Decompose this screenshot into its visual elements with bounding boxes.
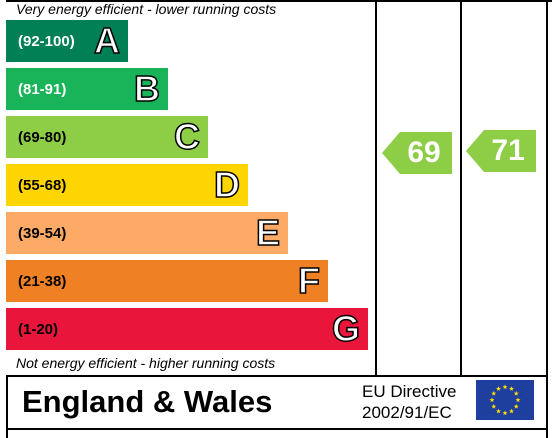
band-letter: E [255, 212, 281, 253]
potential-arrow-shape [466, 130, 536, 172]
column-divider-current [460, 0, 462, 376]
star-icon [509, 408, 514, 414]
star-icon [491, 390, 497, 396]
potential-rating-arrow: 71 [466, 130, 536, 172]
star-icon [502, 384, 508, 390]
band-letter: F [297, 260, 321, 301]
star-icon [515, 397, 521, 403]
band-range: (92-100) [18, 32, 75, 50]
band-f: (21-38) F [6, 260, 328, 302]
directive-line-2: 2002/91/EC [362, 403, 452, 422]
current-arrow-shape [382, 132, 452, 174]
band-range: (81-91) [18, 80, 67, 98]
band-letter: G [331, 308, 361, 349]
eu-flag-stars [489, 384, 521, 416]
band-d: (55-68) D [6, 164, 248, 206]
band-range: (69-80) [18, 128, 67, 146]
band-c: (69-80) C [6, 116, 208, 158]
region-title: England & Wales [22, 384, 273, 419]
eu-directive: EU Directive 2002/91/EC [362, 381, 456, 423]
band-range: (1-20) [18, 320, 59, 338]
potential-rating-value: 71 [491, 134, 525, 167]
star-icon [496, 386, 501, 391]
current-rating-arrow: 69 [382, 132, 452, 174]
star-icon [502, 410, 508, 416]
band-range: (21-38) [18, 272, 67, 290]
footer-caption: Not energy efficient - higher running co… [16, 355, 276, 371]
column-divider-ratings [375, 0, 377, 376]
star-icon [513, 390, 519, 396]
header-caption: Very energy efficient - lower running co… [16, 1, 277, 17]
band-range: (39-54) [18, 224, 67, 242]
current-rating-value: 69 [407, 136, 441, 169]
band-e: (39-54) E [6, 212, 288, 254]
band-letter: A [93, 20, 121, 61]
star-icon [496, 408, 501, 414]
star-icon [491, 403, 497, 409]
band-g: (1-20) G [6, 308, 368, 350]
band-letter: C [173, 116, 201, 157]
band-b: (81-91) B [6, 68, 168, 110]
right-border [546, 0, 548, 438]
band-letter: D [213, 164, 241, 205]
bottom-border [6, 428, 548, 430]
footer-divider [6, 375, 548, 377]
star-icon [509, 386, 514, 391]
band-range: (55-68) [18, 176, 67, 194]
band-letter: B [133, 68, 161, 109]
star-icon [489, 397, 495, 403]
directive-line-1: EU Directive [362, 382, 457, 401]
star-icon [513, 403, 519, 409]
eu-flag-icon [476, 380, 534, 420]
left-border [6, 376, 8, 438]
band-a: (92-100) A [6, 20, 128, 62]
top-border [6, 0, 552, 2]
